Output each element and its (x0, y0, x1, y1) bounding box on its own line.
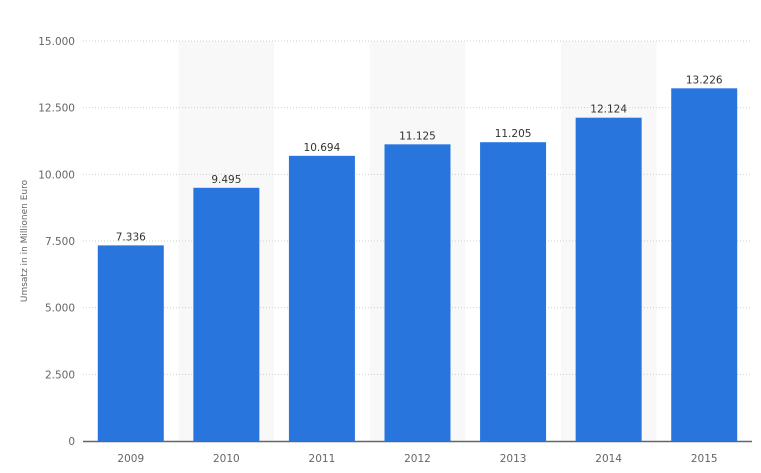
x-tick-label: 2014 (595, 453, 622, 465)
x-tick-label: 2012 (404, 453, 431, 465)
data-label: 10.694 (304, 142, 341, 154)
bar-2009 (97, 245, 164, 441)
data-label: 12.124 (590, 104, 627, 116)
data-label: 9.495 (211, 174, 241, 186)
bar-2011 (288, 155, 355, 441)
y-tick-label: 7.500 (45, 236, 75, 248)
y-tick-label: 10.000 (38, 169, 75, 181)
x-tick-label: 2010 (213, 453, 240, 465)
bar-2015 (671, 88, 738, 441)
y-tick-label: 0 (68, 436, 75, 448)
data-label: 11.125 (399, 130, 436, 142)
x-tick-label: 2013 (500, 453, 527, 465)
y-tick-label: 2.500 (45, 369, 75, 381)
data-label: 13.226 (686, 74, 723, 86)
y-axis-label: Umsatz in in Millionen Euro (20, 179, 30, 302)
x-tick-label: 2015 (691, 453, 718, 465)
y-tick-label: 15.000 (38, 36, 75, 48)
data-label: 11.205 (495, 128, 532, 140)
bar-2010 (193, 187, 260, 441)
data-label: 7.336 (116, 231, 146, 243)
y-tick-label: 12.500 (38, 103, 75, 115)
x-tick-label: 2009 (117, 453, 144, 465)
x-tick-label: 2011 (309, 453, 336, 465)
bar-2013 (480, 142, 547, 441)
y-tick-label: 5.000 (45, 303, 75, 315)
bar-2012 (384, 144, 451, 442)
bar-2014 (575, 117, 642, 442)
